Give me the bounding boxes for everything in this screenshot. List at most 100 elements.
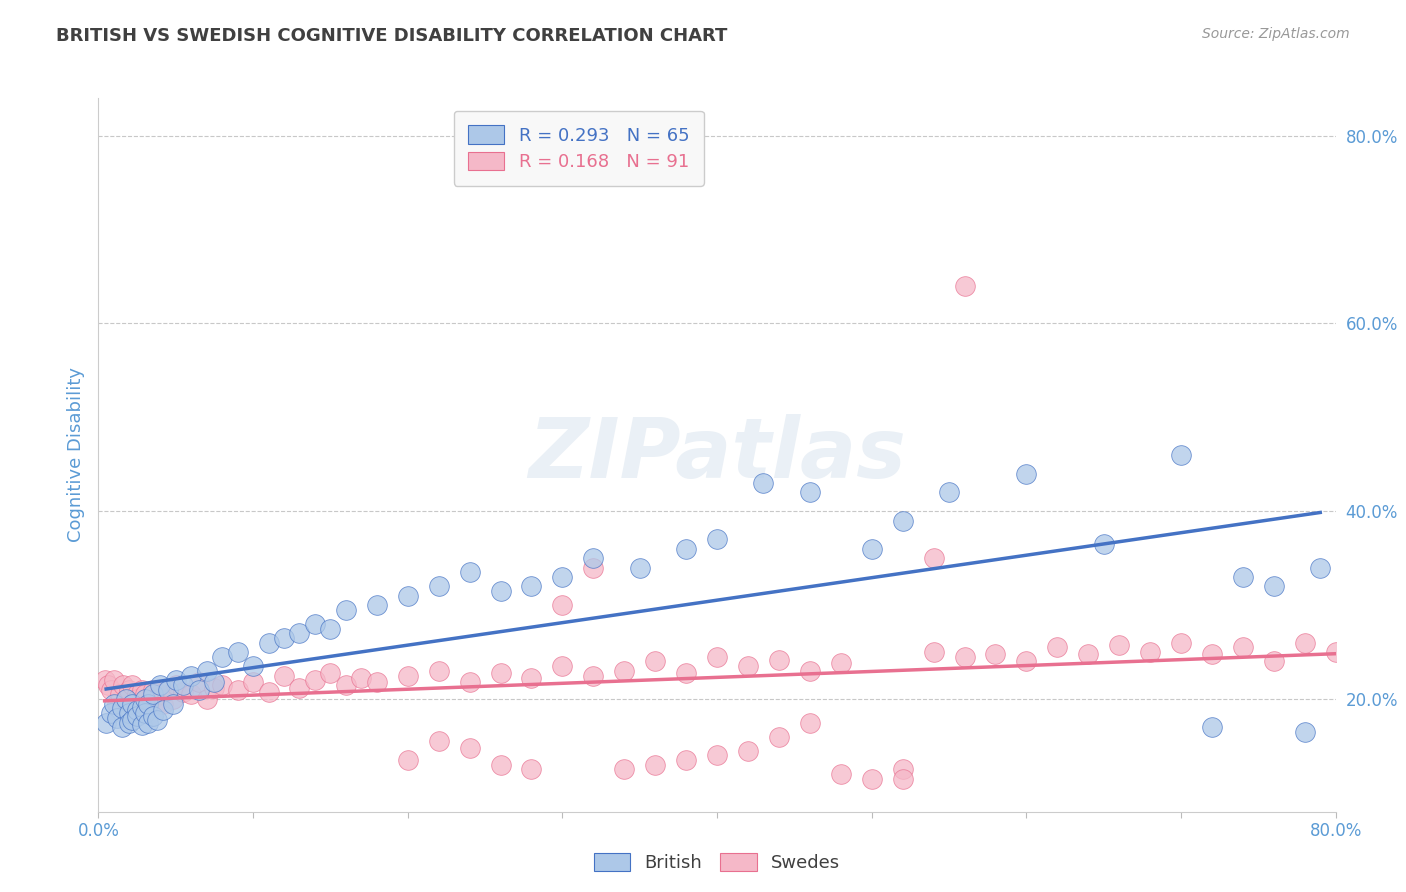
Point: [136, 697, 159, 711]
Point: [799, 485, 821, 500]
Point: [1046, 640, 1069, 655]
Point: [111, 720, 134, 734]
Point: [131, 682, 153, 697]
Point: [149, 678, 172, 692]
Point: [1309, 560, 1331, 574]
Point: [211, 678, 233, 692]
Point: [1170, 636, 1192, 650]
Point: [1015, 467, 1038, 481]
Point: [1232, 570, 1254, 584]
Legend: British, Swedes: British, Swedes: [585, 844, 849, 881]
Point: [211, 649, 233, 664]
Point: [860, 772, 883, 786]
Point: [121, 678, 143, 692]
Point: [204, 681, 226, 695]
Point: [288, 681, 311, 695]
Point: [134, 706, 156, 720]
Text: ZIPatlas: ZIPatlas: [529, 415, 905, 495]
Point: [304, 673, 326, 688]
Point: [628, 560, 651, 574]
Point: [922, 551, 945, 566]
Point: [180, 668, 202, 682]
Point: [799, 664, 821, 678]
Point: [112, 678, 135, 692]
Point: [257, 636, 280, 650]
Point: [118, 682, 141, 697]
Point: [675, 541, 697, 556]
Point: [136, 715, 159, 730]
Point: [152, 703, 174, 717]
Point: [131, 697, 153, 711]
Point: [582, 668, 605, 682]
Point: [157, 682, 180, 697]
Point: [891, 514, 914, 528]
Point: [427, 664, 450, 678]
Point: [121, 713, 143, 727]
Point: [922, 645, 945, 659]
Point: [127, 703, 149, 717]
Point: [1092, 537, 1115, 551]
Point: [195, 692, 218, 706]
Point: [1201, 720, 1223, 734]
Point: [319, 665, 342, 680]
Point: [142, 692, 165, 706]
Point: [489, 757, 512, 772]
Text: BRITISH VS SWEDISH COGNITIVE DISABILITY CORRELATION CHART: BRITISH VS SWEDISH COGNITIVE DISABILITY …: [56, 27, 728, 45]
Point: [520, 579, 543, 593]
Point: [188, 682, 211, 697]
Point: [96, 715, 118, 730]
Point: [427, 734, 450, 748]
Point: [335, 678, 357, 692]
Point: [984, 647, 1007, 661]
Point: [127, 709, 149, 723]
Point: [115, 692, 138, 706]
Point: [737, 744, 759, 758]
Point: [134, 692, 156, 706]
Point: [226, 682, 249, 697]
Point: [458, 740, 481, 755]
Point: [582, 560, 605, 574]
Point: [304, 616, 326, 631]
Point: [100, 682, 122, 697]
Point: [551, 659, 574, 673]
Point: [458, 566, 481, 580]
Point: [165, 673, 187, 688]
Point: [142, 687, 165, 701]
Point: [396, 753, 419, 767]
Point: [115, 692, 138, 706]
Point: [242, 675, 264, 690]
Point: [706, 533, 728, 547]
Point: [644, 655, 666, 669]
Point: [458, 675, 481, 690]
Point: [242, 659, 264, 673]
Point: [319, 622, 342, 636]
Point: [520, 672, 543, 686]
Point: [768, 730, 790, 744]
Point: [1232, 640, 1254, 655]
Point: [613, 664, 636, 678]
Point: [93, 673, 115, 688]
Point: [938, 485, 960, 500]
Point: [152, 697, 174, 711]
Point: [953, 649, 976, 664]
Point: [118, 715, 141, 730]
Point: [1263, 579, 1285, 593]
Point: [131, 718, 153, 732]
Point: [173, 678, 195, 692]
Point: [149, 687, 172, 701]
Point: [136, 697, 159, 711]
Point: [273, 668, 295, 682]
Point: [675, 753, 697, 767]
Point: [97, 678, 120, 692]
Point: [768, 652, 790, 666]
Point: [146, 713, 169, 727]
Point: [489, 584, 512, 599]
Point: [105, 711, 128, 725]
Point: [860, 541, 883, 556]
Point: [366, 598, 388, 612]
Point: [121, 697, 143, 711]
Point: [127, 687, 149, 701]
Point: [142, 709, 165, 723]
Text: Source: ZipAtlas.com: Source: ZipAtlas.com: [1202, 27, 1350, 41]
Point: [118, 706, 141, 720]
